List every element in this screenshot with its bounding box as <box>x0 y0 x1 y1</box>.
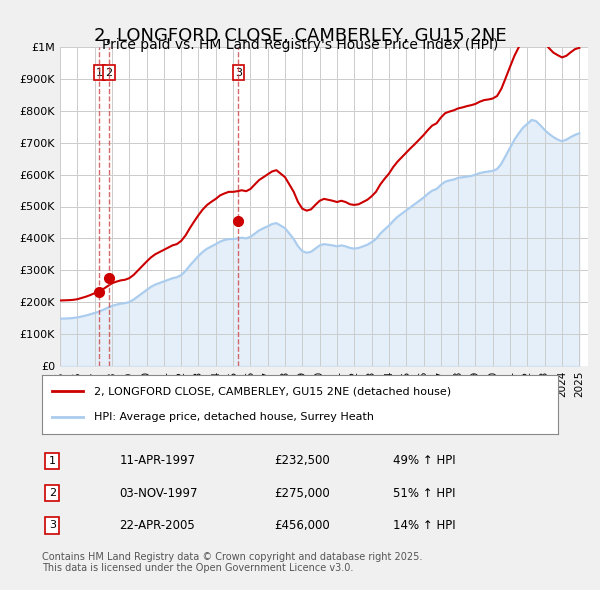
Text: 11-APR-1997: 11-APR-1997 <box>119 454 196 467</box>
Text: 2: 2 <box>49 488 56 498</box>
Text: 2: 2 <box>106 68 113 78</box>
Text: 49% ↑ HPI: 49% ↑ HPI <box>393 454 455 467</box>
Text: 2, LONGFORD CLOSE, CAMBERLEY, GU15 2NE (detached house): 2, LONGFORD CLOSE, CAMBERLEY, GU15 2NE (… <box>94 386 451 396</box>
Text: £275,000: £275,000 <box>274 487 330 500</box>
Text: 3: 3 <box>49 520 56 530</box>
Text: 2, LONGFORD CLOSE, CAMBERLEY, GU15 2NE: 2, LONGFORD CLOSE, CAMBERLEY, GU15 2NE <box>94 27 506 45</box>
Text: £232,500: £232,500 <box>274 454 330 467</box>
Text: 03-NOV-1997: 03-NOV-1997 <box>119 487 198 500</box>
Text: 14% ↑ HPI: 14% ↑ HPI <box>393 519 455 532</box>
Text: 51% ↑ HPI: 51% ↑ HPI <box>393 487 455 500</box>
Text: 1: 1 <box>49 456 56 466</box>
Text: £456,000: £456,000 <box>274 519 330 532</box>
Text: 3: 3 <box>235 68 242 78</box>
Text: Price paid vs. HM Land Registry's House Price Index (HPI): Price paid vs. HM Land Registry's House … <box>102 38 498 53</box>
Text: HPI: Average price, detached house, Surrey Heath: HPI: Average price, detached house, Surr… <box>94 412 374 422</box>
Text: 22-APR-2005: 22-APR-2005 <box>119 519 195 532</box>
Text: Contains HM Land Registry data © Crown copyright and database right 2025.
This d: Contains HM Land Registry data © Crown c… <box>42 552 422 573</box>
Text: 1: 1 <box>96 68 103 78</box>
